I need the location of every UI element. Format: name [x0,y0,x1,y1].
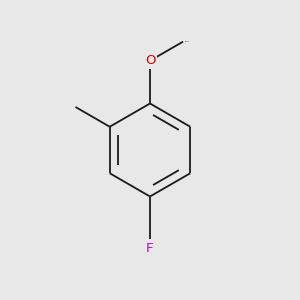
Text: F: F [146,242,154,255]
Text: methyl: methyl [184,41,189,42]
Text: O: O [145,54,155,67]
